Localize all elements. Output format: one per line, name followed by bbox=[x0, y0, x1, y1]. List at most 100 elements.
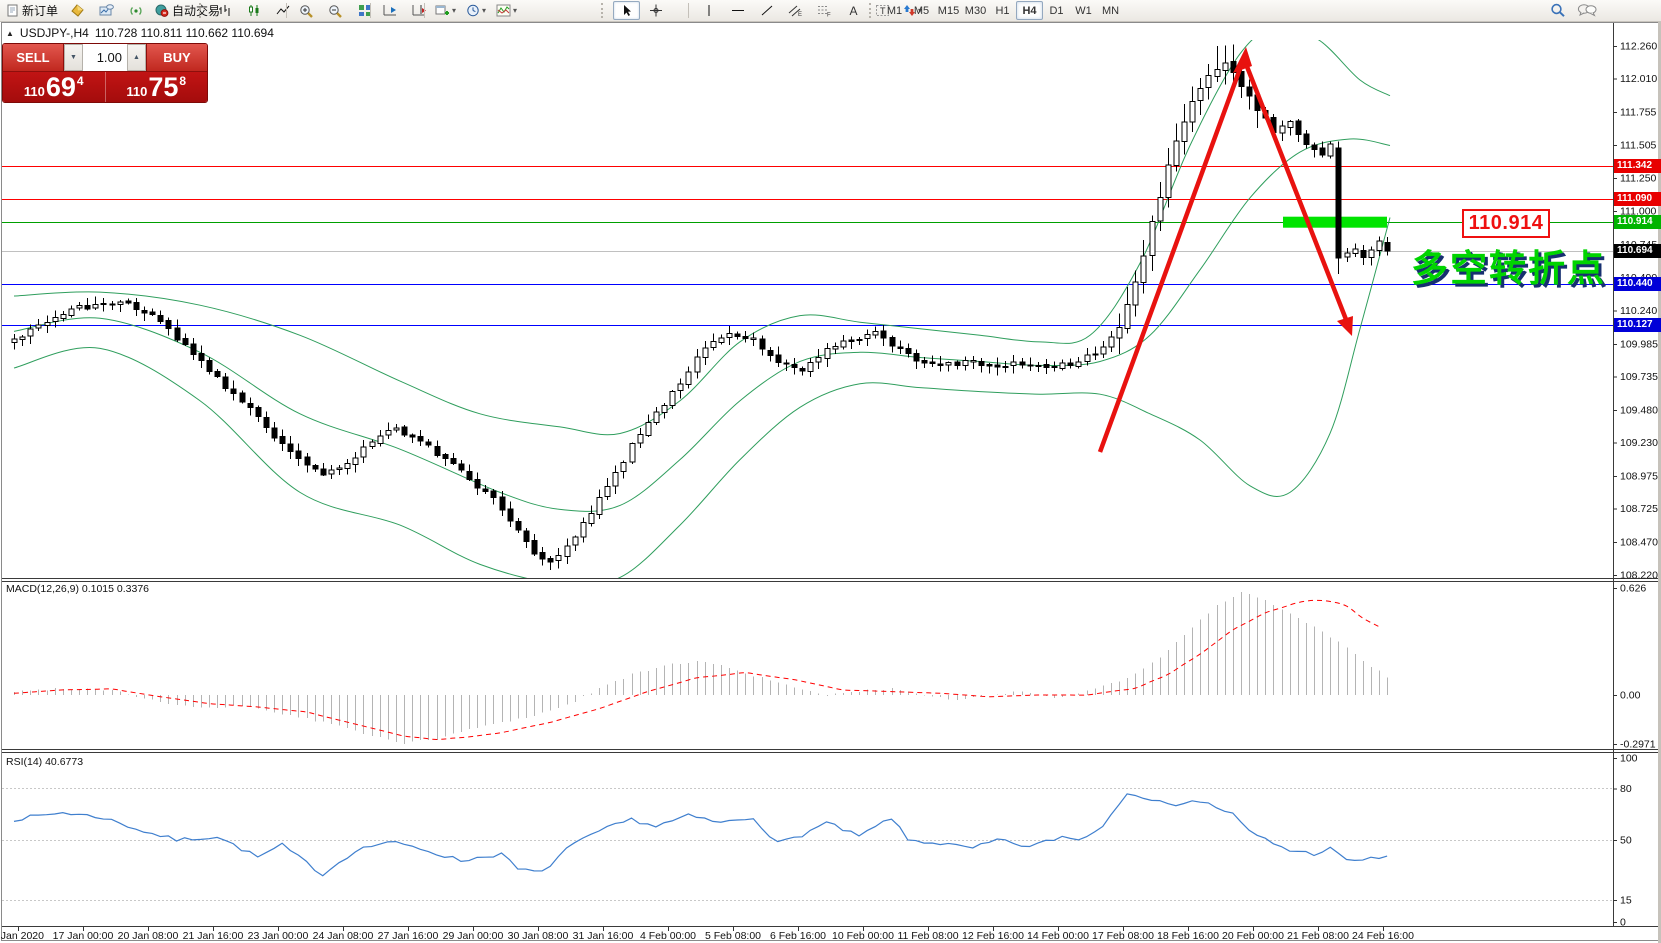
trend-arrow-up bbox=[1097, 65, 1244, 453]
vertical-line-button[interactable] bbox=[695, 1, 722, 20]
auto-scroll-icon bbox=[383, 5, 396, 16]
timeframe-m1[interactable]: M1 bbox=[886, 4, 903, 17]
market-watch-button[interactable] bbox=[64, 1, 91, 20]
horizontal-line-button[interactable] bbox=[724, 1, 751, 20]
main-price-panel[interactable] bbox=[2, 25, 1613, 586]
zoom-out-button[interactable] bbox=[322, 1, 349, 20]
timeframe-mn[interactable]: MN bbox=[1101, 4, 1120, 17]
price-tick: 111.505 bbox=[1620, 139, 1657, 151]
time-tick: 23 Jan 00:00 bbox=[248, 930, 309, 942]
price-chart[interactable]: 112.260 112.010 111.755 111.505 111.250 111.0… bbox=[0, 21, 1661, 943]
price-badge-111.342: 111.342 bbox=[1614, 159, 1661, 173]
toolbar-separator bbox=[688, 3, 689, 18]
chat-bubbles-icon bbox=[1577, 4, 1597, 17]
price-annotation-box[interactable]: 110.914 bbox=[1462, 209, 1550, 238]
timeframe-w1[interactable]: W1 bbox=[1075, 4, 1092, 17]
bar-chart-button[interactable] bbox=[211, 1, 238, 20]
chart-symbol-timeframe: USDJPY-,H4 bbox=[19, 26, 89, 40]
time-tick: 21 Jan 16:00 bbox=[183, 930, 244, 942]
dropdown-icon: ▾ bbox=[918, 6, 923, 15]
rsi-axis-tick: 50 bbox=[1620, 835, 1632, 847]
zoom-in-icon bbox=[300, 4, 313, 18]
macd-panel[interactable] bbox=[13, 591, 1388, 744]
tile-windows-button[interactable] bbox=[351, 1, 378, 20]
rsi-panel[interactable] bbox=[2, 788, 1613, 901]
price-tick: 108.470 bbox=[1620, 537, 1658, 549]
price-tick: 111.755 bbox=[1620, 107, 1657, 119]
toolbar-separator bbox=[370, 3, 371, 18]
bollinger-upper bbox=[13, 40, 1391, 436]
timeframe-h1[interactable]: H1 bbox=[995, 4, 1010, 17]
sell-price-pips: 69 bbox=[45, 72, 76, 102]
trend-arrows[interactable] bbox=[1097, 47, 1353, 453]
arrows-icon bbox=[904, 5, 915, 16]
crosshair-button[interactable] bbox=[642, 1, 669, 20]
time-tick: 5 Jan 2020 bbox=[0, 930, 44, 942]
rsi-axis-tick: 0 bbox=[1620, 917, 1626, 929]
macd-signal-line bbox=[13, 599, 1380, 740]
timeframe-h4[interactable]: H4 bbox=[1016, 1, 1043, 20]
search-icon bbox=[1550, 3, 1565, 17]
trendline-button[interactable] bbox=[753, 1, 780, 20]
search-button[interactable] bbox=[1544, 1, 1571, 20]
sell-quote[interactable]: 110 69 4 bbox=[3, 72, 105, 102]
toolbar-grip[interactable] bbox=[601, 3, 608, 18]
time-tick: 17 Jan 00:00 bbox=[53, 930, 114, 942]
volume-decrease-button[interactable]: ▼ bbox=[64, 44, 83, 71]
timeframe-m30[interactable]: M30 bbox=[964, 4, 987, 17]
rsi-line bbox=[13, 793, 1388, 877]
chart-ohlc-values: 110.728 110.811 110.662 110.694 bbox=[94, 26, 274, 40]
sell-price-point: 4 bbox=[76, 74, 84, 88]
vertical-line-icon bbox=[708, 5, 709, 16]
buy-price-point: 8 bbox=[179, 74, 187, 88]
signals-button[interactable] bbox=[122, 1, 149, 20]
buy-price-pips: 75 bbox=[148, 72, 179, 102]
signals-icon bbox=[129, 7, 142, 15]
toolbar-grip[interactable] bbox=[869, 3, 876, 18]
new-order-button[interactable]: 新订单 bbox=[2, 1, 62, 20]
text-button[interactable]: A bbox=[840, 1, 867, 20]
timeframe-m5[interactable]: M5 bbox=[913, 4, 930, 17]
candlestick-chart-button[interactable] bbox=[240, 1, 267, 20]
turning-point-label[interactable]: 多空转折点 bbox=[1411, 248, 1606, 289]
volume-increase-button[interactable]: ▲ bbox=[127, 44, 146, 71]
price-tick: 112.260 bbox=[1620, 41, 1657, 53]
volume-input[interactable]: 1.00 bbox=[96, 50, 122, 65]
metaeditor-button[interactable] bbox=[93, 1, 120, 20]
toolbar-group-chart-types bbox=[196, 1, 296, 20]
bar-chart-icon bbox=[218, 5, 229, 16]
price-tick: 109.230 bbox=[1620, 437, 1658, 449]
profiles-clock-icon bbox=[467, 4, 479, 17]
indicators-icon bbox=[496, 4, 511, 17]
auto-scroll-button[interactable] bbox=[377, 1, 404, 20]
buy-button[interactable]: BUY bbox=[147, 44, 207, 71]
arrows-button[interactable]: ▾ bbox=[898, 1, 926, 20]
toolbar-separator bbox=[286, 3, 287, 18]
tile-windows-icon bbox=[358, 5, 371, 16]
toolbar-grip[interactable] bbox=[199, 3, 206, 18]
cursor-button[interactable] bbox=[613, 1, 640, 20]
price-tick: 108.220 bbox=[1620, 569, 1658, 581]
macd-axis-tick: 0.00 bbox=[1620, 690, 1641, 702]
profiles-button[interactable]: ▾ bbox=[462, 1, 490, 20]
fibonacci-button[interactable]: F bbox=[811, 1, 838, 20]
zoom-in-button[interactable] bbox=[293, 1, 320, 20]
timeframe-d1[interactable]: D1 bbox=[1049, 4, 1064, 17]
timeframe-m15[interactable]: M15 bbox=[937, 4, 960, 17]
community-chat-button[interactable] bbox=[1573, 1, 1601, 20]
highlight-level-bar[interactable] bbox=[1283, 216, 1387, 228]
indicators-button[interactable]: ▾ bbox=[492, 1, 521, 20]
rsi-axis-tick: 100 bbox=[1620, 753, 1638, 765]
dropdown-icon: ▾ bbox=[452, 6, 457, 15]
equidistant-channel-button[interactable]: E bbox=[782, 1, 809, 20]
autotrading-button[interactable]: 自动交易 bbox=[151, 1, 224, 20]
sell-button[interactable]: SELL bbox=[3, 44, 63, 71]
text-label-button[interactable]: T bbox=[869, 1, 896, 20]
svg-text:E: E bbox=[798, 12, 802, 17]
new-order-label: 新订单 bbox=[22, 4, 59, 18]
time-tick: 24 Feb 16:00 bbox=[1352, 930, 1414, 942]
buy-quote[interactable]: 110 75 8 bbox=[104, 72, 208, 102]
new-chart-button[interactable]: ▾ bbox=[431, 1, 460, 20]
price-tick: 109.735 bbox=[1620, 371, 1658, 383]
